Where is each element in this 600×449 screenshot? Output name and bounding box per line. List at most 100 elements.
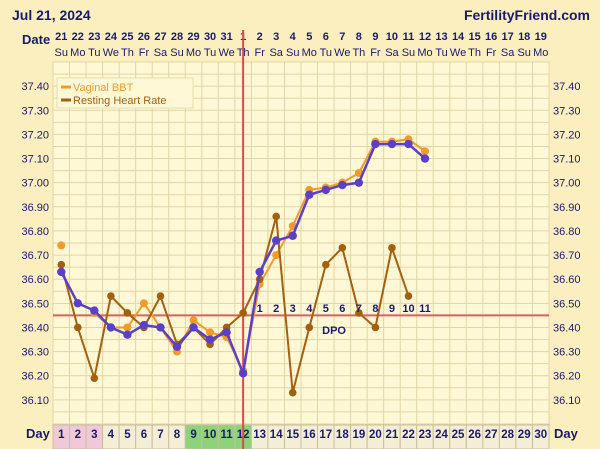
dpo-day-label: 8 xyxy=(372,303,378,315)
weekday-label: Mo xyxy=(186,47,201,59)
weekday-label: Mo xyxy=(417,47,432,59)
data-point-overlay xyxy=(420,154,430,163)
date-label: 27 xyxy=(154,31,166,43)
cycle-day-label: 4 xyxy=(108,429,115,441)
date-label: 13 xyxy=(435,31,447,43)
cycle-day-label: 3 xyxy=(91,429,97,441)
weekday-label: Su xyxy=(286,47,299,59)
date-label: 16 xyxy=(485,31,497,43)
data-point-rhr xyxy=(355,309,363,317)
data-point-overlay xyxy=(123,330,132,339)
y-tick-label: 36.60 xyxy=(21,274,49,286)
cycle-day-label: 21 xyxy=(386,429,399,441)
cycle-day-label: 9 xyxy=(190,429,196,441)
weekday-label: Mo xyxy=(533,47,548,59)
date-label: 31 xyxy=(220,31,232,43)
weekday-label: Mo xyxy=(302,47,317,59)
date-label: 29 xyxy=(187,31,199,43)
y-tick-label: 36.40 xyxy=(553,322,581,334)
data-point-rhr xyxy=(107,292,115,300)
weekday-label: Su xyxy=(517,47,530,59)
data-point-bbt xyxy=(57,241,66,250)
weekday-label: Su xyxy=(170,47,183,59)
y-tick-label: 36.40 xyxy=(21,322,49,334)
cycle-day-label: 2 xyxy=(75,429,81,441)
y-tick-label: 37.10 xyxy=(553,154,581,166)
y-axis-left: 37.40 37.30 37.20 37.10 37.00 36.90 36.80 36.70… xyxy=(21,81,49,407)
cycle-day-row: DayDay1234567891011121314151617181920212… xyxy=(26,424,579,449)
weekday-label: Th xyxy=(468,47,481,59)
weekday-label: Tu xyxy=(435,47,447,59)
date-label: 21 xyxy=(55,31,67,43)
date-label: 23 xyxy=(88,31,100,43)
legend-label-bbt: Vaginal BBT xyxy=(73,82,134,94)
data-point-rhr xyxy=(239,309,247,317)
y-tick-label: 36.60 xyxy=(553,274,581,286)
weekday-label: Sa xyxy=(385,47,399,59)
legend-box xyxy=(56,77,194,109)
cycle-day-label: 11 xyxy=(221,429,234,441)
cycle-day-label: 17 xyxy=(319,429,332,441)
data-point-overlay xyxy=(404,139,413,149)
cycle-day-cell xyxy=(531,424,550,449)
data-point-overlay xyxy=(255,267,264,277)
weekday-label: We xyxy=(334,47,350,59)
cycle-day-label: 15 xyxy=(286,429,299,441)
data-point-rhr xyxy=(272,212,281,221)
cycle-day-row-label: Day xyxy=(554,426,579,441)
data-point-overlay xyxy=(387,139,397,149)
dpo-day-label: 11 xyxy=(419,303,431,315)
y-tick-label: 37.40 xyxy=(21,81,49,93)
cycle-day-label: 7 xyxy=(157,429,163,441)
date-label: 2 xyxy=(257,31,263,43)
weekday-label: Tu xyxy=(204,47,216,59)
data-point-overlay xyxy=(371,139,380,149)
cycle-day-label: 8 xyxy=(174,429,181,441)
dpo-day-label: 2 xyxy=(273,303,279,315)
date-label: 28 xyxy=(171,31,183,43)
y-tick-label: 37.20 xyxy=(553,129,581,141)
date-label: 4 xyxy=(290,31,297,43)
date-label: 10 xyxy=(386,31,398,43)
date-label: 6 xyxy=(323,31,329,43)
date-label: 3 xyxy=(273,31,279,43)
legend-label-rhr: Resting Heart Rate xyxy=(73,95,167,107)
y-tick-label: 36.30 xyxy=(553,347,581,359)
dpo-day-label: 4 xyxy=(306,303,313,315)
weekday-row: SuMoTuWeThFrSaSuMoTuWeThFrSaSuMoTuWeThFr… xyxy=(55,47,549,59)
data-point-rhr xyxy=(338,244,347,252)
data-point-overlay xyxy=(205,335,215,344)
data-point-overlay xyxy=(57,267,66,277)
weekday-label: We xyxy=(450,47,466,59)
weekday-label: Su xyxy=(402,47,415,59)
weekday-label: Tu xyxy=(320,47,332,59)
cycle-day-label: 20 xyxy=(369,429,382,441)
dpo-day-label: 9 xyxy=(389,303,395,315)
cycle-day-row-label: Day xyxy=(26,426,51,441)
cycle-day-label: 25 xyxy=(452,429,465,441)
y-tick-label: 36.50 xyxy=(21,298,49,310)
cycle-day-label: 30 xyxy=(534,429,547,441)
data-point-overlay xyxy=(288,231,297,240)
cycle-day-label: 27 xyxy=(485,429,498,441)
data-point-overlay xyxy=(156,323,165,332)
y-tick-label: 36.90 xyxy=(553,202,581,214)
data-point-overlay xyxy=(238,369,248,378)
weekday-label: Sa xyxy=(501,47,515,59)
data-point-overlay xyxy=(321,185,330,195)
dpo-day-label: 6 xyxy=(339,303,345,315)
data-point-rhr xyxy=(57,260,66,269)
y-tick-label: 37.40 xyxy=(553,81,581,93)
dpo-day-label: 7 xyxy=(356,303,362,315)
cycle-day-label: 6 xyxy=(141,429,147,441)
cycle-day-label: 22 xyxy=(402,429,415,441)
date-label: 22 xyxy=(72,31,84,43)
y-tick-label: 36.50 xyxy=(553,298,581,310)
y-tick-label: 36.80 xyxy=(553,226,581,238)
weekday-label: Fr xyxy=(370,47,381,59)
cycle-day-label: 23 xyxy=(419,429,432,441)
data-point-rhr xyxy=(156,292,165,300)
data-point-bbt xyxy=(123,323,132,332)
